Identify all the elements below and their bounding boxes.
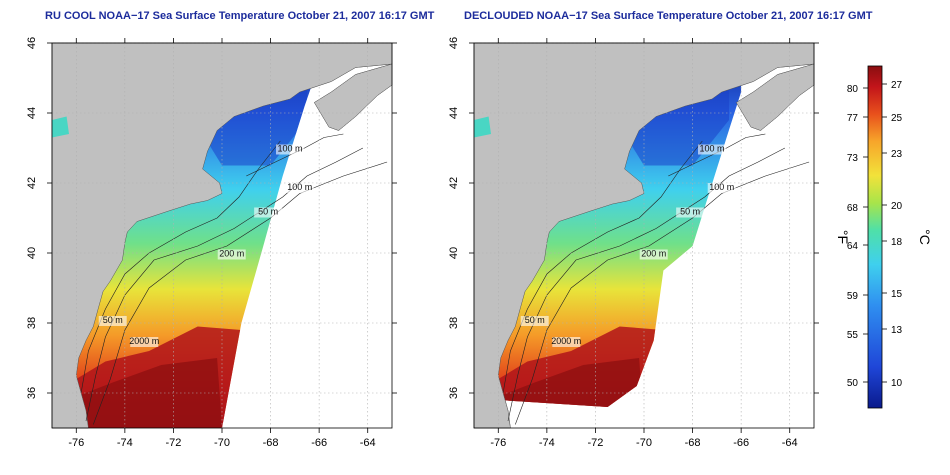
lon-tick-label: -68 bbox=[263, 437, 279, 449]
celsius-tick-label: 23 bbox=[891, 149, 903, 160]
left-map-panel: 100 m 100 m 50 m 200 m 50 m 2000 m -76 -74 -72 -7… bbox=[26, 37, 397, 449]
celsius-tick-label: 13 bbox=[891, 325, 903, 336]
lat-tick-label: 38 bbox=[26, 317, 38, 329]
right-panel-title: DECLOUDED NOAA−17 Sea Surface Temperatur… bbox=[464, 10, 873, 22]
lat-tick-label: 36 bbox=[448, 387, 460, 399]
contour-label: 100 m bbox=[709, 182, 734, 192]
contour-label: 2000 m bbox=[551, 336, 581, 346]
lon-tick-label: -74 bbox=[539, 437, 555, 449]
isobath-2000m bbox=[93, 161, 388, 425]
lat-tick-label: 44 bbox=[448, 107, 460, 119]
lon-tick-label: -64 bbox=[782, 437, 798, 449]
colorbar-scale bbox=[867, 65, 883, 409]
fahrenheit-unit-label: °F bbox=[835, 230, 851, 244]
contour-label: 2000 m bbox=[129, 336, 159, 346]
lat-tick-label: 44 bbox=[26, 107, 38, 119]
lon-tick-label: -66 bbox=[733, 437, 749, 449]
contour-label: 100 m bbox=[277, 144, 302, 154]
celsius-tick-label: 25 bbox=[891, 113, 903, 124]
celsius-tick-label: 18 bbox=[891, 237, 903, 248]
celsius-tick-label: 15 bbox=[891, 289, 903, 300]
isobath-100m bbox=[668, 133, 766, 177]
fahrenheit-tick-label: 59 bbox=[847, 291, 859, 302]
contour-label: 100 m bbox=[287, 182, 312, 192]
lon-tick-label: -68 bbox=[685, 437, 701, 449]
contour-label: 100 m bbox=[699, 144, 724, 154]
lat-tick-label: 42 bbox=[26, 177, 38, 189]
lake-ontario-patch bbox=[474, 116, 491, 138]
fahrenheit-tick-label: 68 bbox=[847, 203, 859, 214]
lat-tick-label: 40 bbox=[26, 247, 38, 259]
lon-tick-label: -72 bbox=[165, 437, 181, 449]
contour-label: 50 m bbox=[258, 207, 278, 217]
celsius-tick-label: 27 bbox=[891, 80, 903, 91]
lon-tick-label: -70 bbox=[214, 437, 230, 449]
contour-label: 200 m bbox=[641, 249, 666, 259]
lat-tick-label: 46 bbox=[448, 37, 460, 49]
lake-ontario-patch bbox=[52, 116, 69, 138]
contour-label: 50 m bbox=[103, 315, 123, 325]
isobath-2000m bbox=[515, 161, 810, 425]
lon-tick-label: -72 bbox=[587, 437, 603, 449]
lat-tick-label: 40 bbox=[448, 247, 460, 259]
lat-tick-label: 36 bbox=[26, 387, 38, 399]
lon-tick-label: -76 bbox=[68, 437, 84, 449]
fahrenheit-tick-label: 50 bbox=[847, 378, 859, 389]
lon-tick-label: -64 bbox=[360, 437, 376, 449]
temperature-colorbar: 80 77 73 68 64 59 55 50 27 25 23 20 18 15 13 10 °F °C bbox=[835, 65, 933, 409]
lon-tick-label: -66 bbox=[311, 437, 327, 449]
left-panel-title: RU COOL NOAA−17 Sea Surface Temperature … bbox=[45, 10, 435, 22]
contour-label: 200 m bbox=[219, 249, 244, 259]
celsius-tick-label: 10 bbox=[891, 378, 903, 389]
isobath-200m bbox=[507, 147, 786, 422]
lat-tick-label: 38 bbox=[448, 317, 460, 329]
lat-tick-label: 46 bbox=[26, 37, 38, 49]
lon-tick-label: -76 bbox=[490, 437, 506, 449]
fahrenheit-tick-label: 55 bbox=[847, 330, 859, 341]
fahrenheit-tick-label: 77 bbox=[847, 113, 859, 124]
right-map-panel: 100 m 100 m 50 m 200 m 50 m 2000 m -76 -74 -72 -7… bbox=[448, 37, 819, 449]
fahrenheit-tick-label: 64 bbox=[847, 241, 859, 252]
isobath-200m bbox=[85, 147, 364, 422]
lon-tick-label: -74 bbox=[117, 437, 133, 449]
celsius-tick-label: 20 bbox=[891, 201, 903, 212]
fahrenheit-tick-label: 80 bbox=[847, 84, 859, 95]
lon-tick-label: -70 bbox=[636, 437, 652, 449]
isobath-100m bbox=[246, 133, 344, 177]
celsius-unit-label: °C bbox=[917, 229, 933, 245]
fahrenheit-tick-label: 73 bbox=[847, 153, 859, 164]
contour-label: 50 m bbox=[525, 315, 545, 325]
contour-label: 50 m bbox=[680, 207, 700, 217]
lat-tick-label: 42 bbox=[448, 177, 460, 189]
